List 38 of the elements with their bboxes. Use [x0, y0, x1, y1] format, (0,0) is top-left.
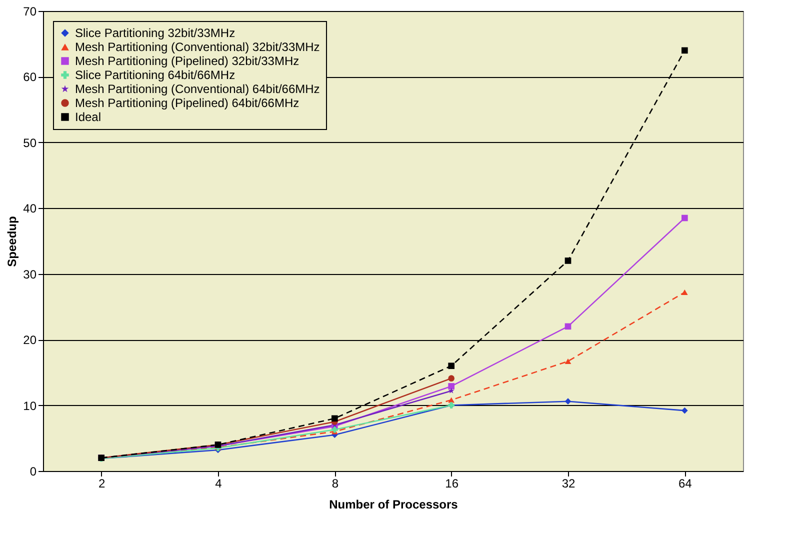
- legend-label: Slice Partitioning 64bit/66MHz: [75, 68, 236, 82]
- point: [332, 415, 338, 422]
- x-tick-label: 8: [332, 476, 339, 490]
- y-tick-label: 60: [23, 70, 37, 84]
- legend-label: Mesh Partitioning (Pipelined) 32bit/33MHz: [75, 54, 300, 68]
- x-tick-label: 4: [215, 476, 222, 490]
- point: [448, 375, 454, 382]
- y-tick-label: 20: [23, 333, 37, 348]
- y-tick-label: 70: [23, 4, 37, 18]
- point: [682, 290, 688, 295]
- legend-label: Slice Partitioning 32bit/33MHz: [75, 26, 236, 40]
- point: [564, 398, 572, 405]
- legend-label: Mesh Partitioning (Conventional) 32bit/33MHz: [75, 40, 320, 54]
- point: [564, 258, 572, 264]
- point: [448, 397, 454, 403]
- y-axis-title: Speedup: [5, 216, 20, 267]
- point: [564, 323, 572, 330]
- x-axis-title: Number of Processors: [329, 498, 458, 512]
- y-tick-label: 50: [23, 136, 37, 150]
- y-tick-label: 10: [23, 398, 37, 413]
- point: [682, 47, 688, 54]
- x-tick-label: 2: [98, 476, 106, 490]
- point: [448, 388, 454, 394]
- y-tick-label: 30: [23, 267, 37, 282]
- x-tick-label: 16: [445, 476, 459, 490]
- legend-label: Mesh Partitioning (Conventional) 64bit/66MHz: [75, 82, 320, 96]
- y-tick-label: 0: [30, 464, 37, 478]
- x-tick-label: 32: [562, 476, 576, 490]
- legend-label: Ideal: [75, 110, 102, 124]
- point: [448, 383, 454, 390]
- y-tick-label: 40: [23, 202, 37, 216]
- point: [682, 214, 688, 222]
- point: [448, 362, 454, 370]
- point: [332, 426, 338, 433]
- point: [564, 358, 572, 364]
- legend-label: Mesh Partitioning (Pipelined) 64bit/66MHz: [75, 96, 300, 110]
- point: [682, 407, 688, 414]
- x-tick-label: 64: [678, 476, 692, 490]
